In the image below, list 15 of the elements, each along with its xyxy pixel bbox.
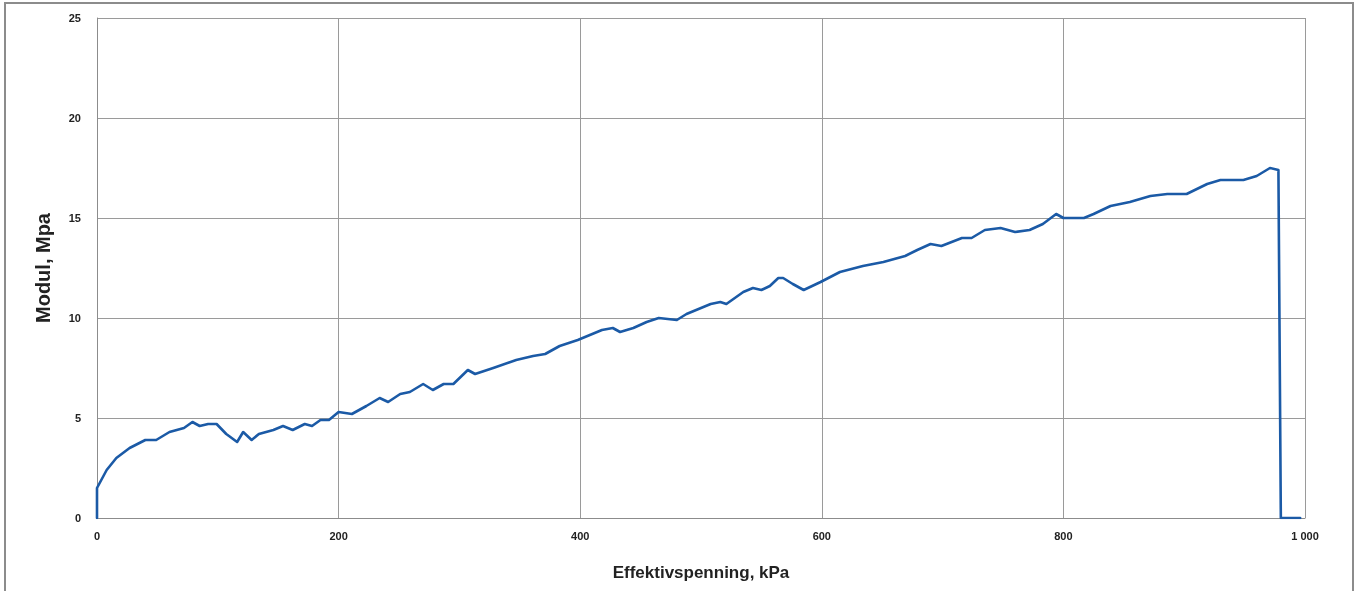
x-tick-label: 800 (1054, 529, 1073, 542)
y-tick-label: 25 (68, 12, 81, 24)
x-tick-label: 600 (812, 529, 831, 542)
x-tick-label: 1 000 (1291, 529, 1319, 542)
y-tick-label: 10 (68, 312, 81, 324)
y-tick-label: 20 (68, 112, 81, 124)
y-axis-title: Modul, Mpa (32, 212, 54, 323)
x-tick-label: 400 (571, 529, 590, 542)
x-tick-label: 200 (329, 529, 348, 542)
y-tick-label: 0 (74, 512, 81, 524)
line-series (95, 166, 1302, 520)
y-tick-label: 5 (74, 412, 81, 424)
x-axis-title: Effektivspenning, kPa (612, 563, 790, 582)
x-tick-label: 0 (93, 529, 101, 542)
y-tick-label: 15 (68, 212, 81, 224)
